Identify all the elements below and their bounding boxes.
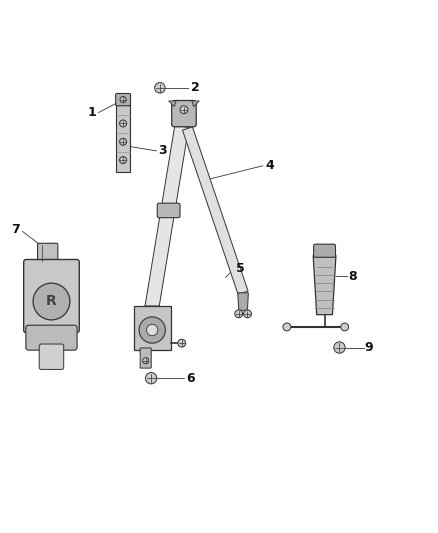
FancyBboxPatch shape (116, 104, 130, 172)
Circle shape (33, 283, 70, 320)
Text: 3: 3 (159, 144, 167, 157)
Polygon shape (140, 306, 159, 340)
Text: 8: 8 (348, 270, 357, 282)
Polygon shape (313, 255, 336, 314)
FancyBboxPatch shape (314, 244, 336, 257)
FancyBboxPatch shape (134, 306, 171, 350)
Polygon shape (140, 125, 189, 340)
Circle shape (244, 310, 251, 318)
Text: 9: 9 (365, 341, 374, 354)
Circle shape (120, 96, 126, 103)
Polygon shape (238, 293, 248, 310)
Circle shape (143, 358, 149, 364)
FancyBboxPatch shape (116, 93, 131, 106)
Circle shape (334, 342, 345, 353)
Circle shape (283, 323, 291, 331)
Circle shape (120, 120, 127, 127)
Text: R: R (46, 295, 57, 309)
Text: 7: 7 (12, 223, 20, 236)
Polygon shape (183, 127, 248, 294)
FancyBboxPatch shape (26, 325, 77, 350)
Circle shape (341, 323, 349, 331)
FancyBboxPatch shape (157, 203, 180, 217)
FancyBboxPatch shape (39, 344, 64, 369)
FancyBboxPatch shape (140, 348, 151, 368)
Circle shape (155, 83, 165, 93)
Circle shape (145, 373, 157, 384)
FancyBboxPatch shape (24, 260, 79, 333)
Circle shape (235, 310, 243, 318)
Circle shape (120, 157, 127, 164)
Circle shape (180, 106, 188, 114)
Text: 2: 2 (191, 82, 199, 94)
Text: 6: 6 (186, 372, 195, 385)
Polygon shape (169, 101, 176, 107)
FancyBboxPatch shape (38, 243, 58, 263)
Polygon shape (192, 101, 199, 107)
Text: 1: 1 (88, 106, 96, 119)
Text: 5: 5 (236, 262, 244, 275)
Text: 4: 4 (265, 159, 274, 172)
Circle shape (146, 324, 158, 336)
Circle shape (139, 317, 165, 343)
FancyBboxPatch shape (172, 101, 196, 127)
Circle shape (178, 339, 186, 347)
Circle shape (120, 138, 127, 146)
